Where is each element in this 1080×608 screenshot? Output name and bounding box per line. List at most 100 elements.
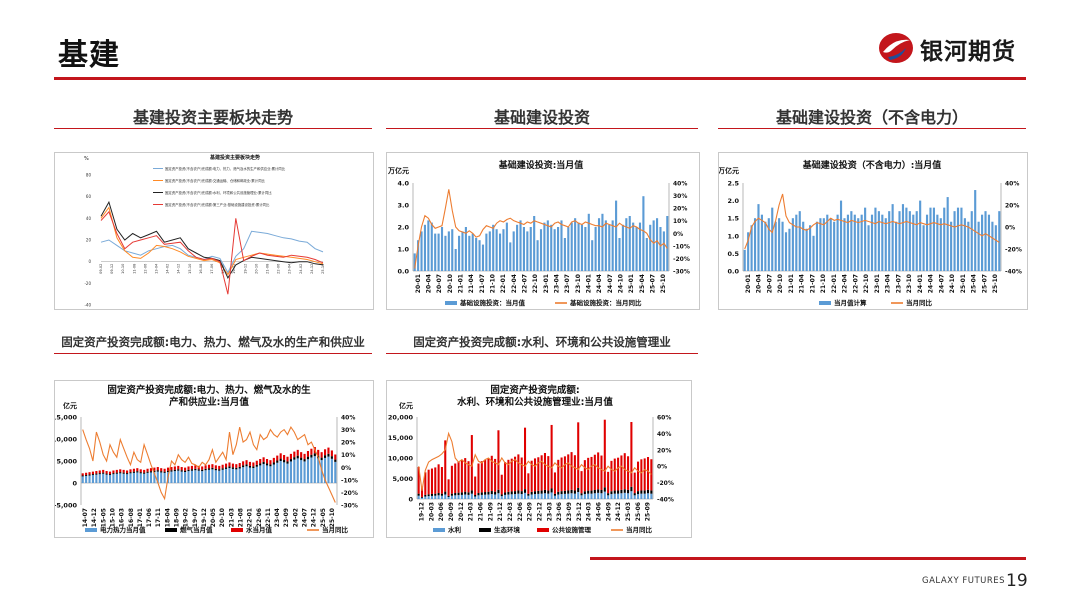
y-tick-label: 2.5 — [727, 180, 739, 188]
bar-water — [228, 462, 231, 467]
bar-water — [607, 495, 610, 499]
y-tick-label: 0.0 — [727, 268, 739, 276]
bar-water — [136, 468, 139, 472]
bar — [423, 224, 427, 271]
bar — [805, 228, 808, 271]
y-tick-label: -20 — [84, 281, 91, 286]
bar — [747, 232, 750, 271]
bar — [509, 242, 512, 271]
bar-water — [255, 460, 258, 465]
bar-electric — [265, 465, 269, 483]
y-tick-label: 0 — [408, 496, 413, 504]
y-tick-label: 3.0 — [397, 202, 409, 210]
bar-electric — [221, 469, 224, 483]
bar-water — [507, 494, 510, 499]
bar-public — [417, 467, 420, 494]
bar — [574, 218, 577, 271]
bar — [915, 211, 918, 271]
bar-eco — [460, 492, 463, 495]
bar — [468, 235, 471, 271]
bar — [642, 196, 645, 271]
bar — [444, 235, 447, 271]
bar-gas — [207, 468, 211, 470]
x-tick-label: 24-12 — [615, 502, 622, 521]
bar-eco — [593, 489, 596, 494]
bar-eco — [430, 493, 433, 496]
bar-public — [637, 461, 640, 492]
bar-water — [500, 496, 503, 499]
x-tick-label: 12-06 — [143, 264, 147, 274]
bar — [427, 220, 430, 271]
bar — [898, 211, 901, 271]
bar-electric — [330, 458, 333, 483]
bar-electric — [170, 471, 173, 483]
bar-public — [427, 469, 430, 495]
bar-eco — [603, 487, 606, 492]
bar-public — [617, 457, 620, 491]
x-tick-label: 15-05 — [100, 508, 107, 527]
bar-public — [650, 459, 653, 491]
x-tick-label: 10-10 — [121, 264, 125, 274]
bar — [451, 229, 454, 271]
bar-electric — [228, 468, 231, 483]
x-tick-label: 22-06 — [277, 264, 281, 274]
y2-tick-label: 40% — [1005, 181, 1019, 188]
bar-public — [514, 456, 517, 492]
yoy-line — [414, 189, 668, 269]
bar-eco — [557, 491, 560, 495]
bar-water — [112, 470, 115, 474]
bar — [760, 214, 763, 271]
bar-electric — [146, 472, 149, 483]
y2-tick-label: 30% — [341, 427, 355, 434]
bar — [943, 207, 946, 271]
bar-eco — [464, 491, 467, 495]
bar-eco — [597, 489, 600, 493]
bar-water — [126, 470, 129, 474]
x-tick-label: 24-02 — [292, 508, 299, 527]
bar-water — [623, 492, 626, 499]
x-tick-label: 09-12 — [110, 264, 114, 274]
bar-water — [567, 493, 570, 499]
footer-divider — [590, 557, 1026, 560]
bar-water — [467, 494, 470, 499]
bar-eco — [457, 492, 460, 496]
x-tick-label: 21-04 — [799, 274, 806, 293]
chart-title: 固定资产投资完成额: — [490, 384, 579, 396]
bar-public — [550, 424, 553, 489]
bar-public — [553, 472, 556, 494]
x-tick-label: 21-07 — [809, 274, 816, 293]
legend-swatch — [819, 301, 831, 305]
bar-water — [637, 494, 640, 499]
y-tick-label: 2.0 — [397, 224, 409, 232]
bar — [884, 218, 887, 271]
bar — [485, 233, 488, 271]
bar-water — [143, 469, 146, 473]
bar-water — [259, 459, 262, 464]
y-tick-label: 4.0 — [397, 180, 409, 188]
bar-water — [630, 491, 633, 499]
bar-gas — [293, 457, 296, 460]
bar — [833, 221, 836, 271]
x-tick-label: 23-09 — [283, 508, 290, 527]
bar-gas — [139, 472, 142, 474]
bar — [867, 225, 870, 271]
bar — [461, 231, 464, 271]
bar-public — [517, 454, 520, 491]
bar-public — [613, 458, 616, 491]
bar-gas — [119, 472, 122, 474]
bar-water — [597, 492, 600, 499]
bar — [539, 229, 543, 271]
bar-public — [640, 459, 643, 491]
bar-water — [547, 493, 550, 499]
y2-tick-label: -20% — [1005, 247, 1022, 254]
legend-label: 当月同比 — [626, 525, 653, 534]
y2-tick-label: 0% — [673, 231, 683, 238]
bar-water — [484, 494, 487, 499]
bar — [608, 224, 611, 271]
x-tick-label: 21-01 — [788, 274, 795, 293]
bar-eco — [497, 489, 500, 494]
bar-gas — [108, 474, 112, 476]
chart-panel-main-sectors: 基建投资主要板块走势% -40 -20 0 20 40 60 80 09-02 09-12 10-1… — [54, 152, 374, 310]
bar — [597, 218, 601, 271]
x-tick-label: 22-10 — [532, 274, 539, 293]
